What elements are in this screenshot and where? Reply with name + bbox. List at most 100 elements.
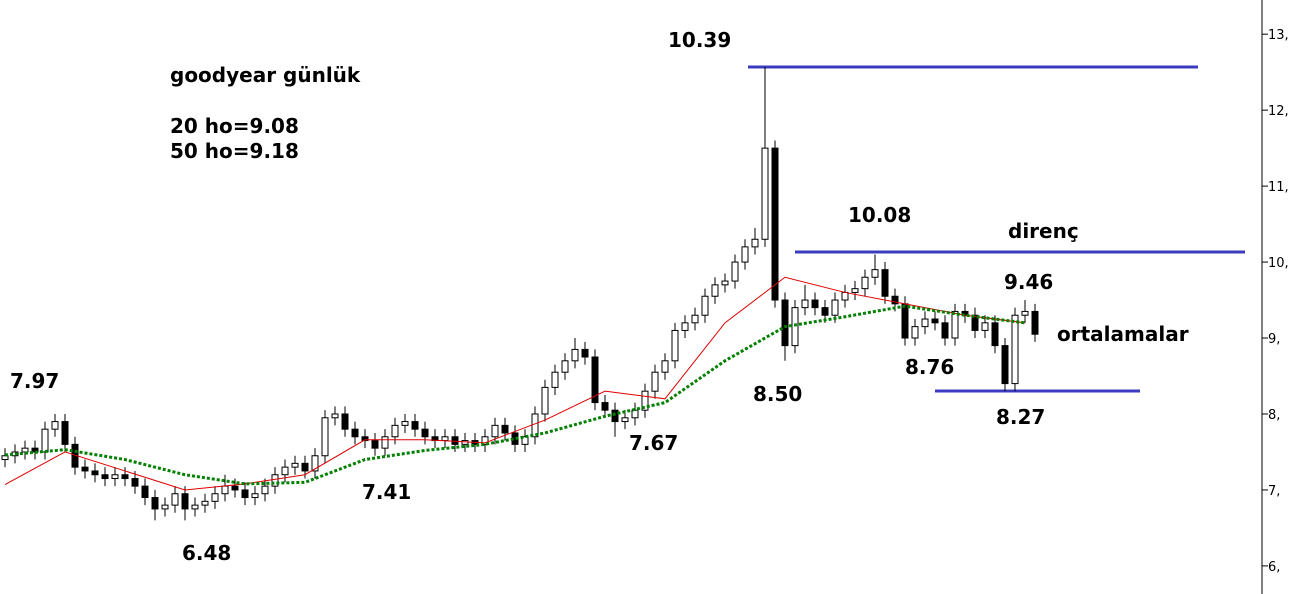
candle-body: [761, 147, 769, 240]
candle-body: [971, 314, 979, 331]
candle-body: [1031, 310, 1039, 335]
candle-body: [251, 493, 259, 499]
candle-body: [621, 417, 629, 423]
candle-body: [421, 428, 429, 438]
candle-body: [881, 269, 889, 297]
candle-body: [51, 421, 59, 430]
annotation: 50 ho=9.18: [170, 139, 299, 163]
candle-body: [321, 417, 329, 457]
candle-body: [751, 238, 759, 248]
candle-body: [1021, 310, 1029, 316]
annotation: 8.27: [996, 405, 1045, 429]
candle-body: [341, 413, 349, 430]
candle-body: [991, 322, 999, 347]
y-tick-label: 11,: [1268, 180, 1289, 195]
candle-body: [191, 504, 199, 510]
candle-body: [611, 409, 619, 423]
candle-body: [901, 303, 909, 339]
candle-body: [891, 295, 899, 305]
annotation: 6.48: [182, 541, 231, 565]
candle-body: [821, 307, 829, 316]
candle-body: [831, 299, 839, 316]
candle-body: [231, 485, 239, 491]
candle-body: [391, 424, 399, 438]
y-tick-label: 9,: [1268, 332, 1280, 347]
candle-body: [801, 299, 809, 309]
candle-body: [741, 246, 749, 263]
candle-body: [151, 497, 159, 510]
candle-body: [651, 371, 659, 392]
annotation: 9.46: [1004, 270, 1053, 294]
title: goodyear günlük: [170, 63, 361, 87]
candle-body: [951, 310, 959, 339]
candle-body: [21, 447, 29, 453]
candle-body: [61, 421, 69, 445]
annotation: direnç: [1008, 219, 1079, 243]
annotation: 20 ho=9.08: [170, 114, 299, 138]
candle-body: [701, 295, 709, 316]
candle-body: [791, 307, 799, 347]
y-tick-label: 13,: [1268, 28, 1289, 43]
candle-body: [481, 436, 489, 445]
candle-body: [841, 291, 849, 301]
candle-body: [281, 466, 289, 476]
candle-body: [851, 288, 859, 293]
candle-body: [691, 314, 699, 324]
candle-body: [171, 493, 179, 506]
candle-body: [811, 299, 819, 309]
candle-body: [81, 466, 89, 472]
annotation: 7.97: [10, 369, 59, 393]
candle-body: [561, 360, 569, 373]
candle-body: [41, 428, 49, 453]
candle-body: [201, 500, 209, 506]
candle-body: [241, 489, 249, 499]
candle-body: [261, 485, 269, 495]
candle-body: [101, 474, 109, 480]
candle-body: [461, 440, 469, 445]
y-tick-label: 6,: [1268, 560, 1280, 575]
annotation: 10.08: [848, 203, 911, 227]
candle-body: [551, 371, 559, 388]
annotation: 10.39: [668, 28, 731, 52]
candle-body: [921, 318, 929, 328]
candle-body: [371, 440, 379, 449]
candle-body: [781, 299, 789, 347]
candle-body: [681, 322, 689, 331]
candle-body: [721, 280, 729, 286]
moving-average: [4, 304, 1026, 486]
candle-body: [711, 284, 719, 297]
candle-body: [871, 269, 879, 278]
candle-body: [931, 318, 939, 324]
candle-body: [141, 485, 149, 499]
candle-body: [381, 436, 389, 449]
candle-body: [361, 436, 369, 442]
candle-body: [121, 474, 129, 480]
plot: [1, 66, 1039, 521]
annotation: 8.50: [753, 382, 802, 406]
candle-body: [131, 478, 139, 487]
candle-body: [571, 348, 579, 362]
candle-body: [911, 326, 919, 339]
candle-body: [591, 356, 599, 404]
y-tick-label: 7,: [1268, 484, 1280, 499]
candle-body: [731, 261, 739, 282]
candle-body: [981, 322, 989, 331]
candle-body: [1001, 345, 1009, 385]
candle-body: [671, 329, 679, 362]
candle-body: [601, 402, 609, 411]
annotation: 7.41: [362, 480, 411, 504]
candle-body: [541, 386, 549, 415]
annotation: 7.67: [629, 431, 678, 455]
annotation: ortalamalar: [1057, 322, 1189, 346]
candle-body: [941, 322, 949, 339]
y-tick-label: 10,: [1268, 256, 1289, 271]
candle-body: [411, 421, 419, 430]
candle-body: [401, 421, 409, 426]
candle-body: [91, 470, 99, 476]
candle-body: [581, 348, 589, 358]
candle-body: [331, 413, 339, 419]
candle-body: [661, 360, 669, 373]
candle-body: [211, 493, 219, 502]
candle-body: [291, 462, 299, 468]
